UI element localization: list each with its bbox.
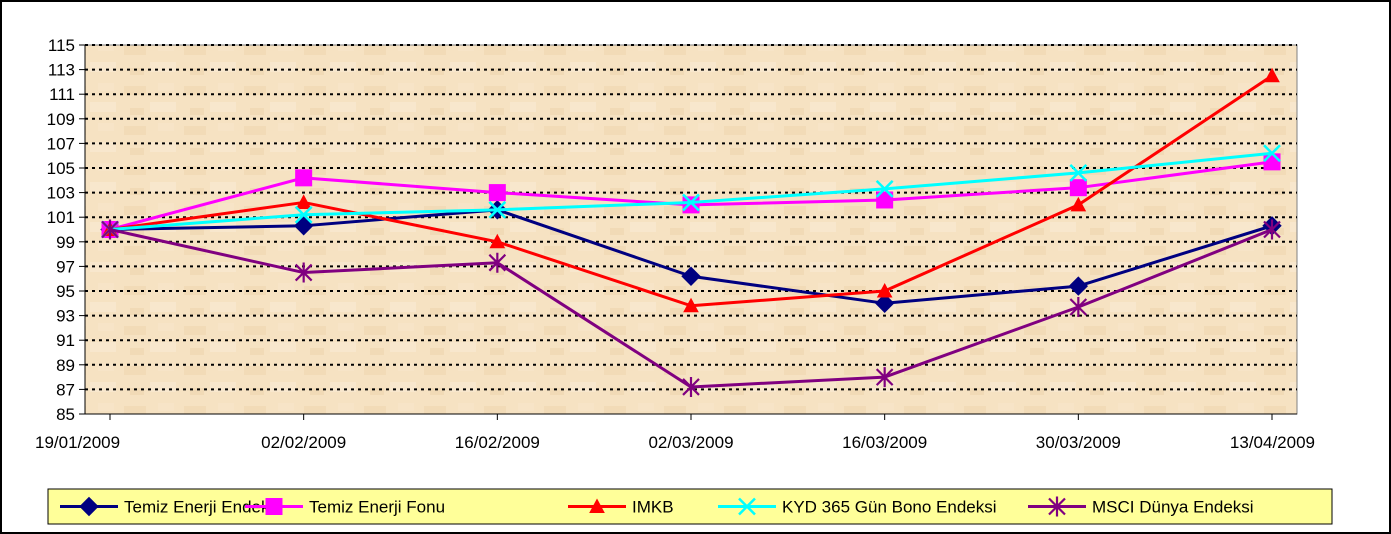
- data-point: [1069, 296, 1088, 317]
- data-point: [1069, 179, 1087, 197]
- y-tick-label: 105: [47, 159, 75, 178]
- y-tick-label: 113: [48, 61, 75, 80]
- y-tick-label: 111: [49, 85, 75, 104]
- legend-item: KYD 365 Gün Bono Endeksi: [718, 498, 997, 517]
- x-axis-tick-labels: 19/01/2009 02/02/2009 16/02/2009 02/03/2009…: [35, 433, 1315, 452]
- x-tick-label: 30/03/2009: [1036, 433, 1121, 452]
- x-tick-label: 16/02/2009: [455, 433, 540, 452]
- y-tick-label: 95: [56, 282, 75, 301]
- data-point: [294, 205, 313, 224]
- legend-marker: [1048, 496, 1066, 517]
- y-tick-label: 87: [56, 380, 75, 399]
- legend-item: Temiz Enerji Endeksi: [60, 496, 282, 517]
- y-tick-label: 107: [47, 134, 75, 153]
- data-point: [683, 297, 699, 313]
- y-tick-label: 101: [47, 208, 75, 227]
- data-point: [488, 184, 506, 202]
- data-point: [295, 169, 313, 187]
- data-point: [1263, 144, 1281, 163]
- y-tick-label: 85: [56, 405, 75, 424]
- data-point: [294, 262, 313, 283]
- y-tick-label: 109: [47, 110, 75, 129]
- y-tick-label: 97: [56, 257, 75, 276]
- data-point: [1069, 164, 1088, 182]
- x-tick-label: 02/03/2009: [648, 433, 733, 452]
- legend: Temiz Enerji Endeksi Temiz Enerji Fonu IMK…: [47, 488, 1333, 525]
- data-point: [876, 282, 893, 298]
- data-point: [876, 191, 894, 209]
- legend-marker: [589, 498, 605, 513]
- plot-area: [84, 44, 1298, 415]
- data-point: [489, 233, 506, 249]
- data-point: [874, 293, 895, 314]
- data-point: [293, 216, 314, 236]
- data-point: [681, 266, 701, 286]
- gridlines: [85, 44, 1297, 391]
- data-point: [682, 193, 700, 212]
- legend-marker: [79, 496, 99, 517]
- data-point: [295, 194, 312, 209]
- legend-label: Temiz Enerji Fonu: [309, 498, 445, 517]
- legend-item: MSCI Dünya Endeksi: [1028, 496, 1254, 517]
- axes: [79, 44, 1297, 420]
- data-point: [1068, 276, 1089, 296]
- y-tick-label: 89: [56, 356, 75, 375]
- legend-marker: [265, 498, 283, 515]
- series-4: [101, 219, 1281, 397]
- legend-label: IMKB: [632, 498, 674, 517]
- data-point: [682, 196, 700, 214]
- series-3: [101, 144, 1281, 239]
- data-point: [101, 219, 119, 240]
- legend-label: KYD 365 Gün Bono Endeksi: [782, 498, 997, 517]
- y-tick-label: 93: [56, 307, 75, 326]
- y-axis-tick-labels: 85 87 89 91 93 95 97 99 101 103 105 107 109 111 113 115: [47, 36, 75, 424]
- data-point: [488, 200, 507, 219]
- series-group: [100, 67, 1282, 397]
- legend-marker: [738, 497, 756, 516]
- y-tick-label: 99: [56, 233, 75, 252]
- data-point: [1263, 219, 1281, 240]
- data-point: [682, 376, 700, 397]
- data-point: [1070, 196, 1087, 212]
- y-tick-label: 91: [56, 331, 75, 350]
- x-tick-label: 13/04/2009: [1230, 433, 1315, 452]
- x-tick-label: 16/03/2009: [842, 433, 927, 452]
- data-point: [1264, 67, 1280, 83]
- y-tick-label: 103: [47, 184, 75, 203]
- data-point: [875, 180, 894, 198]
- legend-item: IMKB: [568, 498, 674, 517]
- legend-label: MSCI Dünya Endeksi: [1092, 498, 1254, 517]
- y-tick-label: 115: [48, 36, 75, 55]
- data-point: [1263, 153, 1281, 171]
- legend-label: Temiz Enerji Endeksi: [124, 498, 282, 517]
- data-point: [875, 367, 894, 388]
- legend-item: Temiz Enerji Fonu: [245, 498, 445, 517]
- data-point: [488, 252, 507, 273]
- x-tick-label: 19/01/2009: [35, 433, 120, 452]
- x-tick-label: 02/02/2009: [261, 433, 346, 452]
